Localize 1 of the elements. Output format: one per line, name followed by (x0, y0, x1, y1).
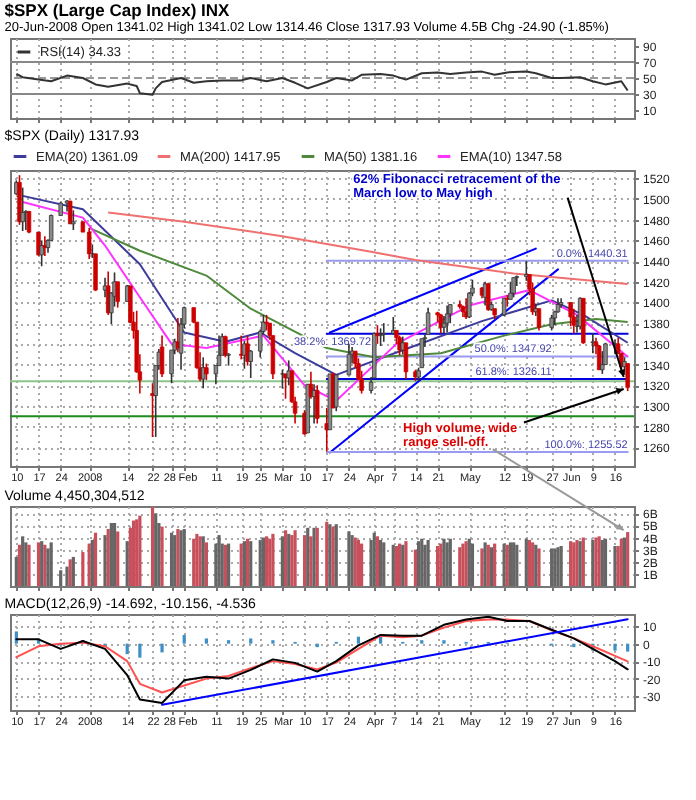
chart-title: $SPX (Large Cap Index) INX (4, 0, 231, 20)
